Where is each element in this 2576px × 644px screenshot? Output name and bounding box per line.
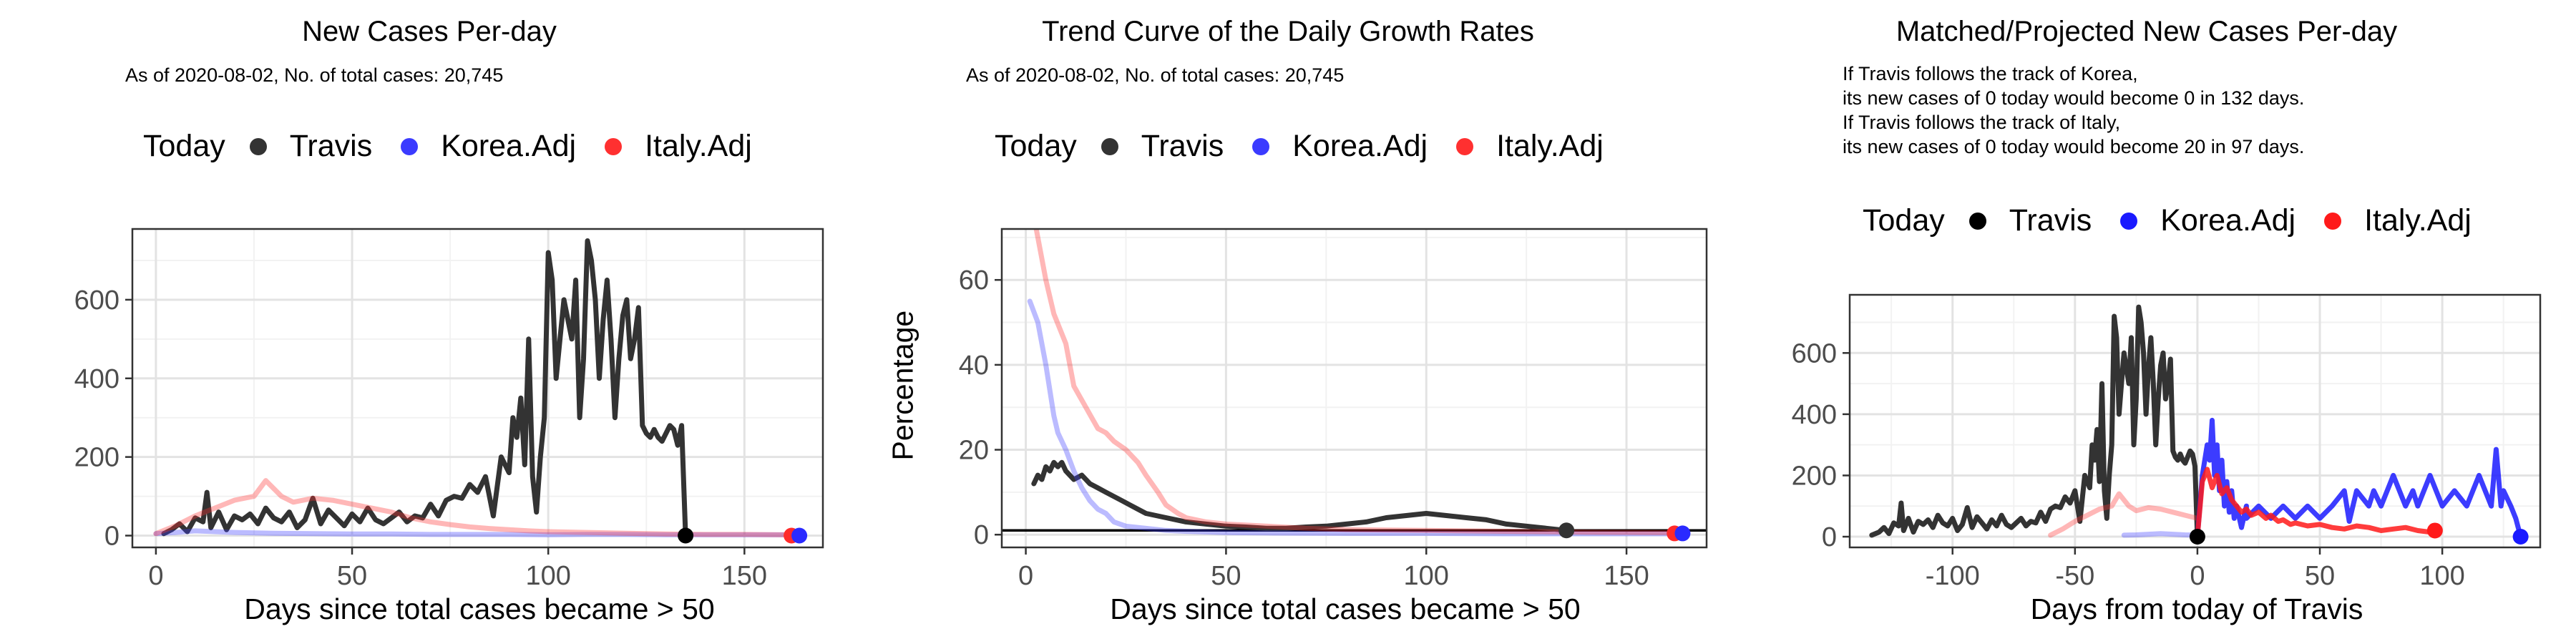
- chart-title: Trend Curve of the Daily Growth Rates: [1042, 16, 1534, 47]
- series-line-italy-adj: [1033, 229, 1677, 535]
- legend-item-italy: Italy.Adj: [1456, 129, 1604, 164]
- legend-label: Korea.Adj: [1292, 129, 1428, 163]
- x-tick-label: 0: [1018, 561, 1033, 591]
- y-tick-label: 0: [104, 522, 119, 552]
- chart-title: Matched/Projected New Cases Per-day: [1896, 16, 2398, 47]
- legend-item-korea: Korea.Adj: [1252, 129, 1428, 164]
- endpoint-marker-travis: [2189, 529, 2205, 545]
- endpoint-marker-korea-adj: [1674, 525, 1691, 542]
- endpoint-marker-travis: [1558, 522, 1575, 539]
- chart-plot: -100 -50 0 50 100 0 200 400 600: [1792, 293, 2542, 591]
- series-line-italy-adj: [153, 478, 794, 537]
- x-tick-label: 0: [2190, 561, 2205, 591]
- legend-label: Italy.Adj: [1496, 129, 1604, 163]
- y-tick-label: 0: [974, 520, 989, 550]
- x-tick-label: 100: [1404, 561, 1449, 591]
- x-tick-label: 100: [2419, 561, 2464, 591]
- x-tick-label: -50: [2055, 561, 2094, 591]
- x-tick-label: 50: [2305, 561, 2335, 591]
- legend-item-travis: Travis: [1101, 129, 1224, 164]
- series-line-travis: [1031, 459, 1569, 533]
- series-line-italy-adj-history: [2048, 491, 2200, 538]
- legend-label: Travis: [289, 129, 373, 163]
- legend-item-korea: Korea.Adj: [2120, 203, 2296, 238]
- x-axis-label: Days since total cases became > 50: [244, 592, 715, 625]
- legend-item-italy: Italy.Adj: [605, 129, 752, 164]
- legend-label: Italy.Adj: [645, 129, 752, 163]
- chart-subtitle: If Travis follows the track of Korea, it…: [1843, 63, 2305, 157]
- legend-label: Italy.Adj: [2364, 203, 2472, 238]
- y-tick-label: 600: [74, 286, 119, 316]
- legend-title: Today: [1863, 203, 1945, 238]
- y-tick-label: 20: [959, 436, 989, 466]
- y-tick-label: 0: [1822, 522, 1837, 552]
- legend: Today Travis Korea.Adj Italy.Adj: [143, 129, 781, 164]
- legend-item-italy: Italy.Adj: [2324, 203, 2472, 238]
- legend-dot-icon: [401, 137, 419, 155]
- y-tick-label: 40: [959, 351, 989, 381]
- legend: Today Travis Korea.Adj Italy.Adj: [995, 129, 1632, 164]
- y-tick-label: 200: [1792, 461, 1837, 491]
- legend-label: Korea.Adj: [441, 129, 577, 163]
- plot-frame: [1000, 228, 1708, 549]
- x-axis-label: Days from today of Travis: [2030, 592, 2363, 625]
- legend-dot-icon: [249, 137, 267, 155]
- y-tick-label: 600: [1792, 338, 1837, 369]
- chart-title: New Cases Per-day: [302, 16, 557, 47]
- endpoint-marker-korea-adj: [791, 527, 808, 544]
- endpoint-marker-travis: [678, 527, 694, 544]
- series-line-italy-adj: [2195, 467, 2438, 540]
- series-line-travis: [161, 238, 688, 538]
- legend-dot-icon: [605, 137, 623, 155]
- x-tick-label: 50: [337, 561, 367, 591]
- legend-dot-icon: [1968, 212, 1986, 230]
- x-tick-label: 150: [1604, 561, 1649, 591]
- y-tick-label: 60: [959, 265, 989, 296]
- legend-title: Today: [995, 129, 1077, 163]
- x-tick-label: 0: [148, 561, 163, 591]
- plot-frame: [1848, 293, 2542, 549]
- legend-dot-icon: [1252, 137, 1270, 155]
- chart-subtitle: As of 2020-08-02, No. of total cases: 20…: [966, 64, 1345, 86]
- chart-panel-new-cases: New Cases Per-day As of 2020-08-02, No. …: [0, 0, 859, 644]
- legend-title: Today: [143, 129, 225, 163]
- legend-label: Travis: [2009, 203, 2092, 238]
- x-tick-label: 100: [525, 561, 570, 591]
- legend-item-travis: Travis: [1968, 203, 2092, 238]
- y-axis-label: Percentage: [886, 310, 919, 461]
- series-line-korea-adj: [2195, 417, 2524, 540]
- series-line-travis: [1869, 304, 2200, 540]
- legend-item-korea: Korea.Adj: [401, 129, 576, 164]
- chart-plot: 0 50 100 150 0 200 400 600: [74, 228, 824, 591]
- legend-dot-icon: [1456, 137, 1474, 155]
- legend-label: Travis: [1141, 129, 1224, 163]
- legend-label: Korea.Adj: [2160, 203, 2296, 238]
- chart-plot: 0 50 100 150 0 20 40 60: [959, 228, 1708, 591]
- chart-subtitle: As of 2020-08-02, No. of total cases: 20…: [125, 64, 504, 86]
- y-tick-label: 200: [74, 443, 119, 473]
- legend-item-travis: Travis: [249, 129, 373, 164]
- legend-dot-icon: [2120, 212, 2138, 230]
- x-tick-label: 150: [722, 561, 767, 591]
- y-tick-label: 400: [1792, 400, 1837, 430]
- y-tick-label: 400: [74, 364, 119, 394]
- x-tick-label: -100: [1926, 561, 1980, 591]
- series-line-korea-adj-history: [2121, 531, 2200, 538]
- x-axis-label: Days since total cases became > 50: [1110, 592, 1581, 625]
- endpoint-marker-italy-adj: [2426, 522, 2443, 539]
- chart-panel-projected: Matched/Projected New Cases Per-day If T…: [1717, 0, 2576, 644]
- endpoint-marker-korea-adj: [2512, 529, 2529, 545]
- series-line-korea-adj: [1027, 298, 1685, 537]
- series-line-korea-adj: [153, 528, 802, 537]
- x-tick-label: 50: [1211, 561, 1241, 591]
- legend-dot-icon: [2324, 212, 2342, 230]
- legend-dot-icon: [1101, 137, 1118, 155]
- plot-frame: [131, 228, 824, 549]
- chart-panel-growth-rates: Trend Curve of the Daily Growth Rates As…: [859, 0, 1717, 644]
- legend: Today Travis Korea.Adj Italy.Adj: [1863, 203, 2500, 238]
